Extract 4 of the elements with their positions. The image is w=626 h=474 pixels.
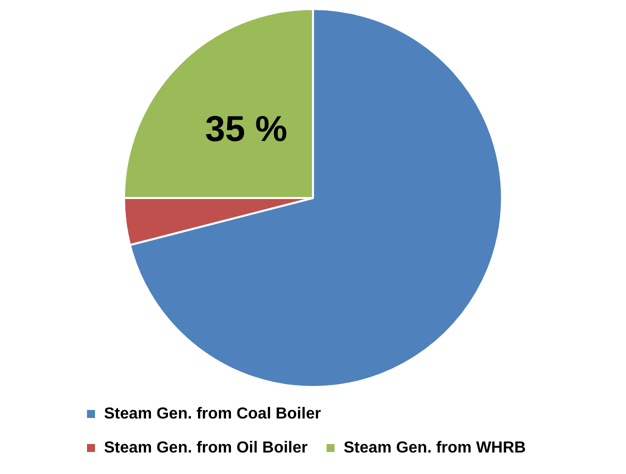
legend-label: Steam Gen. from Oil Boiler	[104, 439, 308, 456]
text: 35 %	[205, 108, 288, 150]
legend-label: Steam Gen. from Coal Boiler	[104, 405, 321, 422]
legend-label: Steam Gen. from WHRB	[344, 439, 526, 456]
